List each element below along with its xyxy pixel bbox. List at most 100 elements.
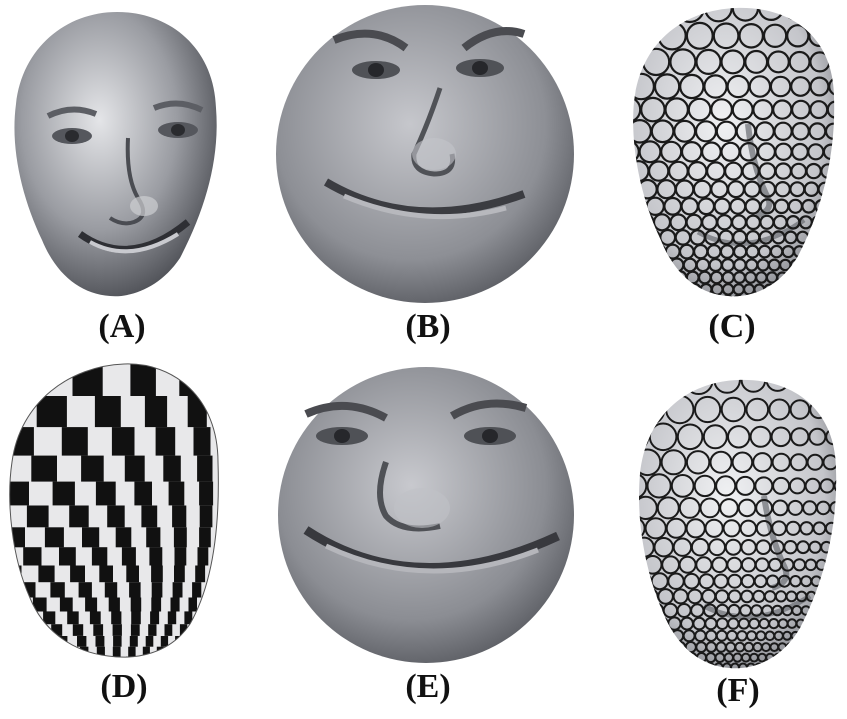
packing-circle xyxy=(797,652,808,663)
checker-square xyxy=(194,624,202,636)
checker-square xyxy=(15,636,27,647)
packing-circle xyxy=(829,7,835,20)
packing-circle xyxy=(638,661,641,669)
packing-circle xyxy=(782,7,808,21)
checker-square xyxy=(179,363,201,396)
checker-square xyxy=(203,636,211,647)
checker-square xyxy=(115,527,132,548)
packing-circle xyxy=(719,498,739,518)
checker-square xyxy=(129,636,138,647)
checker-square xyxy=(108,597,120,612)
packing-circle xyxy=(690,294,703,297)
packing-circle xyxy=(709,450,733,474)
checker-square xyxy=(78,582,92,598)
checker-square xyxy=(20,582,36,598)
checker-square xyxy=(199,505,213,528)
checker-square xyxy=(130,597,142,612)
checker-square xyxy=(112,646,121,657)
packing-circle xyxy=(841,260,843,269)
checker-square xyxy=(205,597,214,612)
checker-square xyxy=(221,598,226,612)
checker-square xyxy=(148,624,157,636)
packing-circle xyxy=(664,282,679,297)
packing-circle xyxy=(828,294,835,297)
packing-circle xyxy=(668,661,680,669)
checker-square xyxy=(208,624,216,636)
checker-square xyxy=(69,505,89,528)
packing-circle xyxy=(809,294,821,297)
checker-square xyxy=(70,565,85,583)
checker-square xyxy=(17,611,31,625)
packing-circle xyxy=(833,478,837,494)
checker-square xyxy=(210,656,217,658)
checker-square xyxy=(9,624,17,636)
packing-circle xyxy=(828,618,837,629)
checker-square xyxy=(113,636,122,647)
packing-circle xyxy=(696,662,707,669)
checker-square xyxy=(36,636,48,647)
packing-circle xyxy=(633,20,659,52)
packing-circle xyxy=(805,652,816,663)
packing-circle xyxy=(842,232,843,242)
checker-square xyxy=(130,363,156,396)
checker-square xyxy=(43,611,56,625)
packing-circle xyxy=(830,181,835,197)
checker-square xyxy=(200,611,208,625)
packing-circle xyxy=(826,662,836,669)
packing-circle xyxy=(652,282,667,297)
packing-circle xyxy=(693,474,717,498)
packing-circle xyxy=(644,293,659,297)
checker-square xyxy=(210,582,219,598)
packing-circle xyxy=(751,294,764,297)
packing-circle xyxy=(818,605,829,616)
checker-square xyxy=(97,656,105,658)
packing-circle xyxy=(773,652,784,663)
packing-circle xyxy=(677,661,689,669)
packing-circle xyxy=(830,259,835,271)
checker-square xyxy=(59,547,76,566)
packing-circle xyxy=(656,496,680,520)
checker-square xyxy=(155,427,176,456)
packing-circle xyxy=(785,642,796,653)
packing-circle xyxy=(676,423,704,451)
packing-circle xyxy=(633,282,642,297)
packing-circle xyxy=(822,630,833,641)
checker-square xyxy=(197,547,209,566)
checker-square xyxy=(219,547,226,565)
packing-circle xyxy=(789,258,803,272)
packing-circle xyxy=(715,475,737,497)
packing-circle xyxy=(812,618,823,629)
panel-b xyxy=(274,4,576,304)
packing-circle xyxy=(804,245,817,259)
checker-square xyxy=(187,396,207,428)
packing-circle xyxy=(720,396,747,423)
packing-circle xyxy=(836,217,843,228)
packing-circle xyxy=(823,215,835,230)
checker-square xyxy=(121,547,136,566)
checker-square xyxy=(44,527,64,548)
packing-circle xyxy=(843,542,844,552)
packing-circle xyxy=(796,271,809,284)
packing-circle xyxy=(834,605,837,616)
packing-circle xyxy=(822,454,837,471)
packing-circle xyxy=(662,640,676,654)
checker-square xyxy=(91,547,108,566)
packing-circle xyxy=(640,616,656,632)
packing-circle xyxy=(804,618,815,629)
packing-circle xyxy=(830,230,835,244)
packing-circle xyxy=(673,270,688,285)
checker-square xyxy=(93,624,104,636)
packing-circle xyxy=(633,7,645,25)
panel-e xyxy=(276,366,576,664)
packing-circle xyxy=(638,602,650,619)
packing-circle xyxy=(633,293,636,297)
packing-circle xyxy=(811,283,824,296)
circle-packing-f xyxy=(638,379,844,669)
checker-square xyxy=(142,646,150,657)
packing-circle xyxy=(654,616,669,632)
packing-circle xyxy=(836,273,843,282)
packing-circle xyxy=(825,271,835,284)
packing-circle xyxy=(799,294,812,297)
packing-circle xyxy=(821,652,832,663)
packing-circle xyxy=(842,285,843,294)
